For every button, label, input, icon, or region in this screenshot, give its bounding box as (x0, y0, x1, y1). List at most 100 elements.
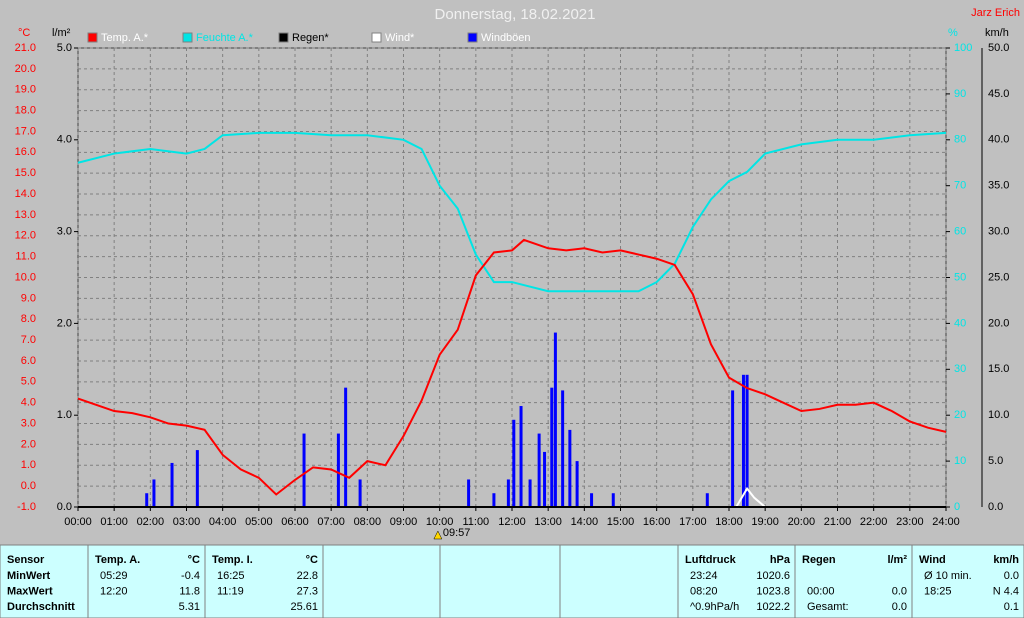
gust-bar (611, 493, 615, 507)
gust-bar (170, 462, 174, 507)
gust-bar (537, 433, 541, 507)
gust-bar (528, 479, 532, 507)
table-cell: 18:25 (924, 585, 952, 597)
y4-tick-label: 15.0 (988, 363, 1009, 375)
table-cell: Gesamt: (807, 601, 849, 613)
panel-unit: km/h (993, 554, 1019, 566)
legend-swatch (278, 32, 289, 43)
table-cell: 22.8 (297, 570, 318, 582)
gust-bar (519, 406, 523, 507)
table-cell: -0.4 (181, 570, 200, 582)
y3-tick-label: 100 (954, 42, 972, 54)
gust-bar (152, 479, 156, 507)
author: Jarz Erich (971, 7, 1020, 19)
legend-label: Regen* (292, 32, 329, 44)
series-line (77, 131, 947, 293)
y2-tick-label: 4.0 (57, 134, 72, 146)
y-tick-label: 11.0 (15, 251, 36, 263)
y4-tick-label: 45.0 (988, 88, 1009, 100)
y4-tick-label: 40.0 (988, 134, 1009, 146)
legend-swatch (87, 32, 98, 43)
table-panel (911, 544, 1024, 618)
y3-tick-label: 70 (954, 180, 966, 192)
legend-swatch (371, 32, 382, 43)
panel-unit: °C (188, 554, 200, 566)
gust-bar (543, 451, 547, 507)
x-tick-label: 10:00 (426, 516, 454, 528)
table-cell: Durchschnitt (7, 601, 75, 613)
y-tick-label: 2.0 (21, 438, 36, 450)
sun-icon (433, 530, 443, 540)
panel-title: Luftdruck (685, 554, 737, 566)
y4-tick-label: 50.0 (988, 42, 1009, 54)
y3-tick-label: 90 (954, 88, 966, 100)
x-tick-label: 19:00 (751, 516, 779, 528)
y4-tick-label: 5.0 (988, 455, 1003, 467)
table-cell: 00:00 (807, 585, 835, 597)
y-unit: °C (18, 27, 30, 39)
y-tick-label: -1.0 (17, 501, 36, 513)
table-cell: 11:19 (217, 585, 244, 597)
gust-bar (467, 479, 471, 507)
panel-title: Temp. A. (95, 554, 140, 566)
y4-tick-label: 20.0 (988, 317, 1009, 329)
gust-bar (731, 390, 735, 507)
x-tick-label: 16:00 (643, 516, 671, 528)
table-cell: 23:24 (690, 570, 718, 582)
x-tick-label: 05:00 (245, 516, 273, 528)
y2-tick-label: 5.0 (57, 42, 72, 54)
panel-unit: °C (306, 554, 318, 566)
gust-bar (336, 433, 340, 507)
y4-tick-label: 30.0 (988, 226, 1009, 238)
annotation: 09:57 (443, 527, 471, 539)
table-cell: 11.8 (179, 585, 200, 597)
y-tick-label: 6.0 (21, 355, 36, 367)
y2-tick-label: 3.0 (57, 226, 72, 238)
y-tick-label: 5.0 (21, 376, 36, 388)
table-cell: Ø 10 min. (924, 570, 972, 582)
table-cell: MinWert (7, 570, 51, 582)
table-cell: 12:20 (100, 585, 128, 597)
y3-unit: % (948, 27, 958, 39)
series-line (77, 238, 947, 496)
panel-unit: l/m² (887, 554, 907, 566)
y-tick-label: 15.0 (15, 167, 36, 179)
y2-unit: l/m² (52, 27, 71, 39)
y4-tick-label: 25.0 (988, 271, 1009, 283)
y4-unit: km/h (985, 27, 1009, 39)
gust-bar (561, 390, 565, 507)
table-cell: 0.1 (1004, 601, 1019, 613)
table-cell: 05:29 (100, 570, 128, 582)
y-tick-label: 9.0 (21, 292, 36, 304)
x-tick-label: 08:00 (354, 516, 382, 528)
y3-tick-label: 80 (954, 134, 966, 146)
y3-tick-label: 10 (954, 455, 966, 467)
gust-bar (741, 374, 745, 507)
y-tick-label: 7.0 (21, 334, 36, 346)
y-tick-label: 3.0 (21, 417, 36, 429)
y-tick-label: 4.0 (21, 397, 36, 409)
table-cell: 5.31 (179, 601, 200, 613)
gust-bar (553, 332, 557, 507)
table-cell: 0.0 (892, 585, 907, 597)
x-tick-label: 06:00 (281, 516, 309, 528)
x-tick-label: 15:00 (607, 516, 635, 528)
y2-tick-label: 2.0 (57, 317, 72, 329)
gust-bar (590, 493, 594, 507)
table-background (0, 545, 1024, 618)
y3-tick-label: 30 (954, 363, 966, 375)
gust-bar (145, 493, 149, 507)
y-tick-label: 12.0 (15, 230, 36, 242)
y3-tick-label: 40 (954, 317, 966, 329)
panel-title: Sensor (7, 554, 45, 566)
legend-label: Temp. A.* (101, 32, 149, 44)
panel-title: Wind (919, 554, 946, 566)
table-cell: 27.3 (297, 585, 318, 597)
y3-tick-label: 60 (954, 226, 966, 238)
panel-unit: hPa (770, 554, 791, 566)
table-cell: 16:25 (217, 570, 245, 582)
y-tick-label: 10.0 (15, 271, 36, 283)
gust-bar (506, 479, 510, 507)
x-tick-label: 02:00 (137, 516, 165, 528)
x-tick-label: 04:00 (209, 516, 237, 528)
